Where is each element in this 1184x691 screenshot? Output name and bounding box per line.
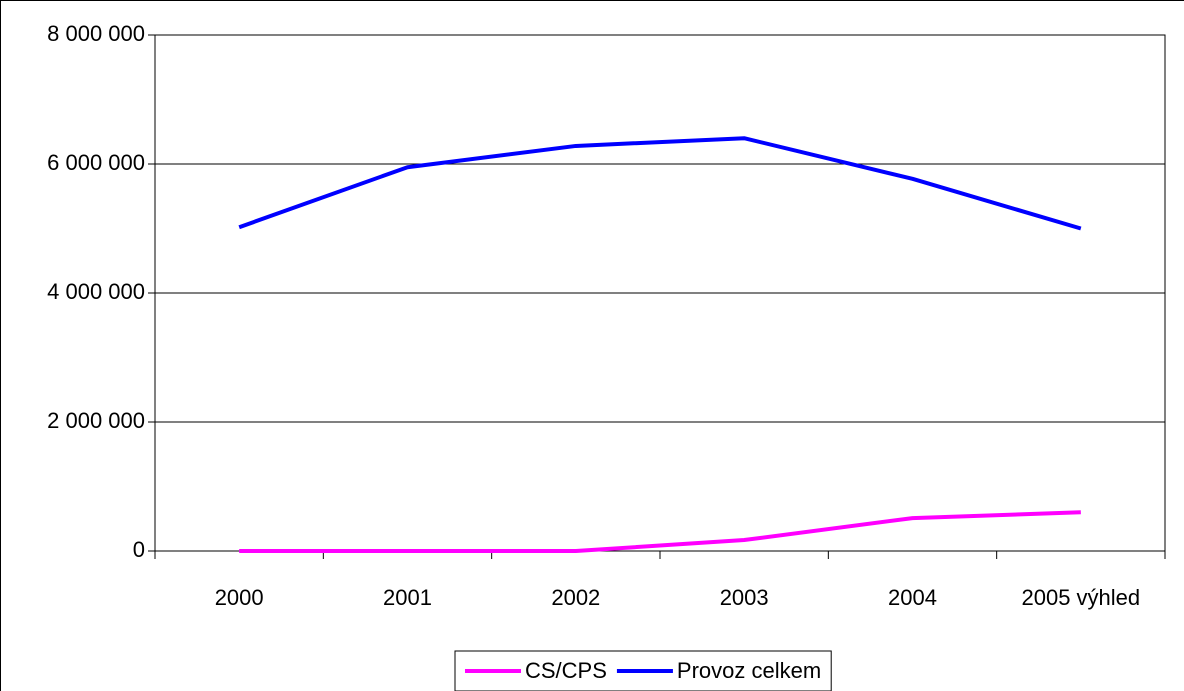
- x-tick-label: 2002: [551, 585, 600, 610]
- y-tick-label: 2 000 000: [47, 408, 145, 433]
- x-tick-label: 2001: [383, 585, 432, 610]
- x-tick-label: 2000: [215, 585, 264, 610]
- y-tick-label: 6 000 000: [47, 150, 145, 175]
- y-tick-label: 8 000 000: [47, 21, 145, 46]
- y-tick-label: 0: [133, 537, 145, 562]
- legend-label: CS/CPS: [525, 658, 607, 683]
- legend: CS/CPS Provoz celkem: [454, 650, 832, 691]
- x-tick-label: 2003: [720, 585, 769, 610]
- series-line: [238, 136, 1082, 231]
- legend-label: Provoz celkem: [677, 658, 821, 683]
- series-line: [239, 510, 1081, 553]
- y-tick-label: 4 000 000: [47, 279, 145, 304]
- x-tick-label: 2005 výhled: [1022, 585, 1141, 610]
- x-tick-label: 2004: [888, 585, 937, 610]
